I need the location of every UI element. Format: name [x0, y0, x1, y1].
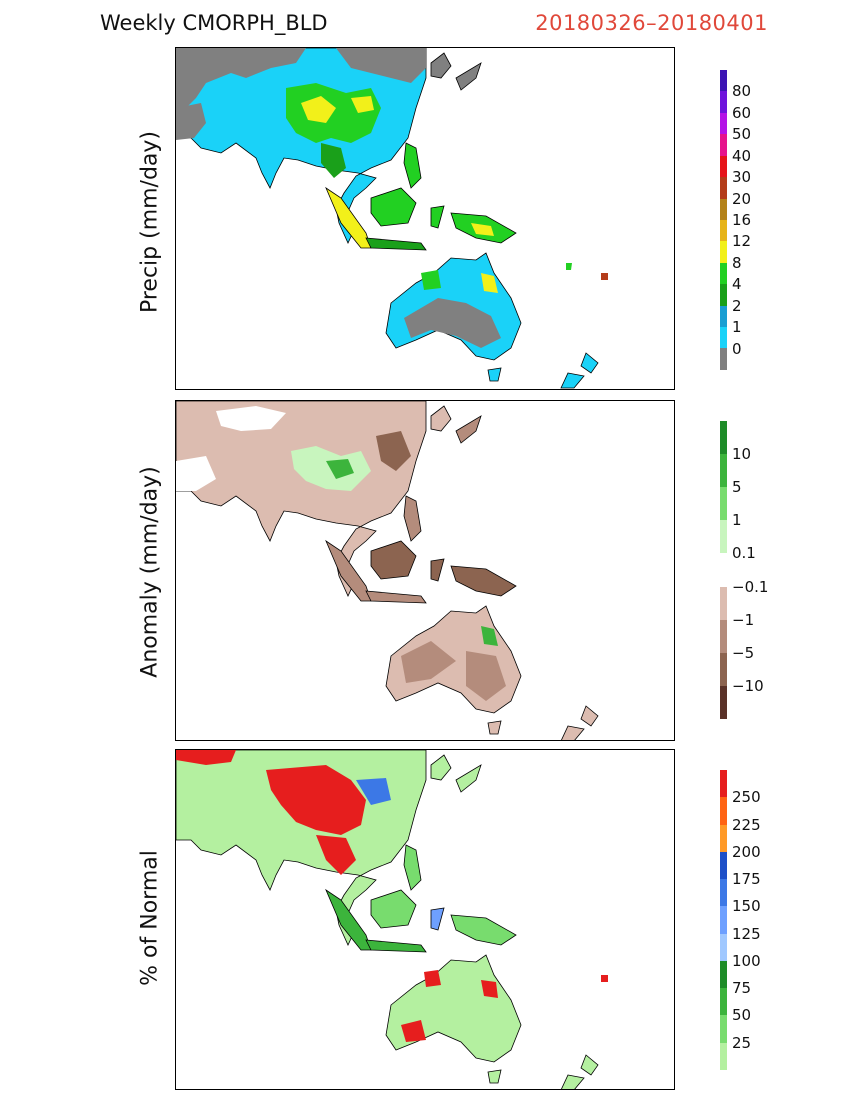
colorbar-tick-label: 125	[732, 924, 761, 943]
colorbar-segment	[720, 305, 727, 328]
colorbar-segment	[720, 586, 727, 620]
colorbar-tick-label: 5	[732, 478, 742, 497]
colorbar-tick-label: 175	[732, 870, 761, 889]
colorbar-tick-label: 2	[732, 296, 742, 315]
precip-map-panel	[175, 47, 675, 390]
colorbar-segment	[720, 454, 727, 488]
colorbar-segment	[720, 91, 727, 113]
colorbar-segment	[720, 198, 727, 220]
precip-map	[176, 48, 608, 389]
colorbar-tick-label: 8	[732, 253, 742, 272]
colorbar-segment	[720, 241, 727, 263]
colorbar-tick-label: 60	[732, 103, 752, 122]
colorbar-segment	[720, 851, 727, 880]
colorbar-segment	[720, 960, 727, 989]
anomaly-map	[176, 401, 599, 740]
precip-colorbar	[720, 70, 727, 370]
colorbar-tick-label: −1	[732, 610, 755, 629]
colorbar-tick-label: −0.1	[732, 577, 769, 596]
colorbar-segment	[720, 685, 727, 719]
colorbar-segment	[720, 348, 727, 370]
date-range: 20180326–20180401	[535, 11, 768, 35]
colorbar-tick-label: 25	[732, 1033, 752, 1052]
colorbar-tick-label: 0	[732, 339, 742, 358]
colorbar-tick-label: 16	[732, 211, 752, 229]
colorbar-segment	[720, 797, 727, 825]
ylabel-precip: Precip (mm/day)	[137, 130, 163, 314]
colorbar-tick-label: 1	[732, 318, 742, 337]
percent-map-panel	[175, 749, 675, 1090]
colorbar-segment	[720, 1015, 727, 1043]
colorbar-segment	[720, 770, 727, 798]
colorbar-segment	[720, 879, 727, 907]
colorbar-segment	[720, 906, 727, 934]
colorbar-segment	[720, 155, 727, 178]
colorbar-tick-label: 80	[732, 82, 752, 101]
colorbar-segment	[720, 652, 727, 686]
colorbar-segment	[720, 70, 727, 92]
colorbar-tick-label: 100	[732, 951, 761, 970]
colorbar-segment	[720, 553, 727, 587]
colorbar-tick-label: 250	[732, 788, 761, 807]
colorbar-tick-label: 20	[732, 189, 752, 208]
colorbar-tick-label: −10	[732, 676, 764, 695]
colorbar-tick-label: 4	[732, 275, 742, 294]
colorbar-tick-label: 150	[732, 897, 761, 916]
colorbar-segment	[720, 284, 727, 306]
colorbar-tick-label: 10	[732, 445, 752, 464]
colorbar-segment	[720, 421, 727, 455]
percent-colorbar	[720, 770, 727, 1070]
colorbar-tick-label: 12	[732, 232, 752, 251]
ylabel-anomaly: Anomaly (mm/day)	[137, 466, 163, 678]
colorbar-segment	[720, 988, 727, 1016]
anomaly-colorbar	[720, 421, 727, 719]
colorbar-tick-label: 0.1	[732, 544, 756, 563]
colorbar-segment	[720, 327, 727, 349]
colorbar-segment	[720, 262, 727, 285]
colorbar-tick-label: 40	[732, 146, 752, 165]
colorbar-tick-label: 225	[732, 815, 761, 834]
colorbar-tick-label: 50	[732, 125, 752, 144]
colorbar-segment	[720, 520, 727, 554]
colorbar-segment	[720, 112, 727, 135]
colorbar-tick-label: 30	[732, 168, 752, 187]
map-title: Weekly CMORPH_BLD	[100, 11, 328, 35]
colorbar-segment	[720, 824, 727, 852]
colorbar-tick-label: 75	[732, 979, 752, 998]
colorbar-segment	[720, 134, 727, 156]
colorbar-segment	[720, 1042, 727, 1070]
colorbar-segment	[720, 177, 727, 199]
anomaly-map-panel	[175, 400, 675, 741]
colorbar-segment	[720, 219, 727, 242]
colorbar-tick-label: 200	[732, 842, 761, 861]
colorbar-segment	[720, 619, 727, 653]
ylabel-percent: % of Normal	[137, 850, 163, 986]
colorbar-tick-label: 1	[732, 511, 742, 530]
percent-map	[176, 750, 608, 1089]
colorbar-segment	[720, 933, 727, 961]
colorbar-tick-label: −5	[732, 643, 755, 662]
colorbar-segment	[720, 487, 727, 521]
colorbar-tick-label: 50	[732, 1006, 752, 1025]
